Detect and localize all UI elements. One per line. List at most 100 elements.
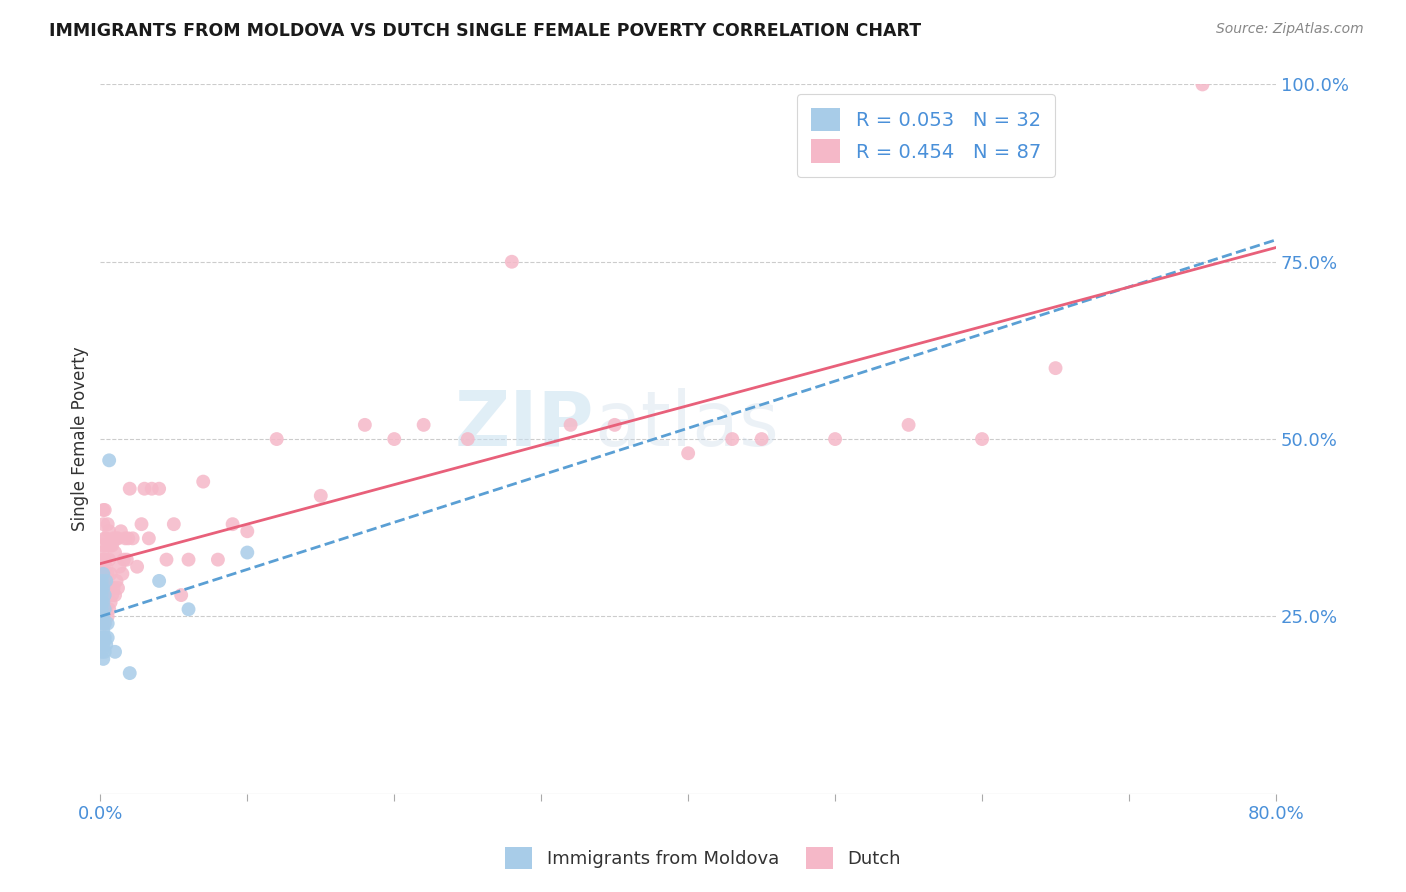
Point (101, 538, 124, 552)
Point (96, 581, 118, 595)
Text: IMMIGRANTS FROM MOLDOVA VS DUTCH SINGLE FEMALE POVERTY CORRELATION CHART: IMMIGRANTS FROM MOLDOVA VS DUTCH SINGLE … (49, 22, 921, 40)
Point (91, 609, 114, 624)
Point (94, 616, 117, 631)
Point (117, 532, 139, 546)
Point (751, 432, 773, 446)
Point (91, 595, 114, 609)
Point (94, 552, 117, 566)
Point (94, 588, 117, 602)
Point (94, 631, 117, 645)
Point (91, 566, 114, 581)
Point (90, 595, 112, 609)
Point (91, 566, 114, 581)
Point (98, 602, 121, 616)
Point (108, 559, 131, 574)
Point (91, 581, 114, 595)
Point (676, 446, 699, 460)
Point (177, 552, 200, 566)
Point (134, 482, 156, 496)
Point (457, 432, 479, 446)
Point (90, 595, 112, 609)
Point (91, 595, 114, 609)
Point (94, 532, 117, 546)
Point (111, 566, 134, 581)
Point (90, 545, 112, 559)
Point (104, 588, 127, 602)
Text: Source: ZipAtlas.com: Source: ZipAtlas.com (1216, 22, 1364, 37)
Point (90, 645, 112, 659)
Point (91, 503, 114, 517)
Point (107, 532, 129, 546)
Point (91, 638, 114, 652)
Point (94, 645, 117, 659)
Point (100, 538, 122, 552)
Point (97, 566, 120, 581)
Point (354, 417, 377, 432)
Point (148, 482, 170, 496)
Point (97, 588, 120, 602)
Point (412, 417, 434, 432)
Point (103, 581, 125, 595)
Point (114, 532, 136, 546)
Point (94, 588, 117, 602)
Point (91, 538, 114, 552)
Point (90, 631, 112, 645)
Point (141, 482, 163, 496)
Point (309, 489, 332, 503)
Point (138, 532, 160, 546)
Point (148, 574, 170, 588)
Point (170, 588, 193, 602)
Point (97, 616, 120, 631)
Point (131, 517, 153, 532)
Point (104, 545, 127, 559)
Point (382, 432, 405, 446)
Point (105, 532, 128, 546)
Point (90, 588, 112, 602)
Point (98, 524, 121, 539)
Point (90, 581, 112, 595)
Point (91, 624, 114, 638)
Point (207, 552, 229, 566)
Point (98, 581, 121, 595)
Point (101, 588, 124, 602)
Point (90, 609, 112, 624)
Point (90, 609, 112, 624)
Point (94, 503, 117, 517)
Point (91, 609, 114, 624)
Point (91, 652, 114, 666)
Point (90, 559, 112, 574)
Point (103, 532, 125, 546)
Point (121, 532, 143, 546)
Point (897, 417, 920, 432)
Point (97, 631, 120, 645)
Point (236, 524, 259, 539)
Point (96, 559, 118, 574)
Point (91, 581, 114, 595)
Point (96, 532, 118, 546)
Point (94, 602, 117, 616)
Point (118, 482, 141, 496)
Point (221, 517, 243, 532)
Point (236, 545, 259, 559)
Point (91, 517, 114, 532)
Point (104, 645, 127, 659)
Point (94, 602, 117, 616)
Legend: R = 0.053   N = 32, R = 0.454   N = 87: R = 0.053 N = 32, R = 0.454 N = 87 (797, 95, 1054, 177)
Point (94, 574, 117, 588)
Point (90, 602, 112, 616)
Point (266, 432, 288, 446)
Point (94, 616, 117, 631)
Point (97, 538, 120, 552)
Point (970, 432, 993, 446)
Point (91, 552, 114, 566)
Point (193, 475, 215, 489)
Point (110, 524, 132, 539)
Point (96, 602, 118, 616)
Point (1045, 361, 1067, 376)
Point (97, 609, 120, 624)
Point (560, 417, 582, 432)
Point (90, 574, 112, 588)
Point (107, 581, 129, 595)
Point (90, 574, 112, 588)
Point (96, 638, 118, 652)
